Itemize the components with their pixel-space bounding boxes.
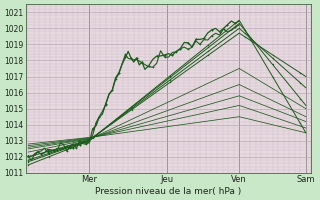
X-axis label: Pression niveau de la mer( hPa ): Pression niveau de la mer( hPa )	[95, 187, 242, 196]
